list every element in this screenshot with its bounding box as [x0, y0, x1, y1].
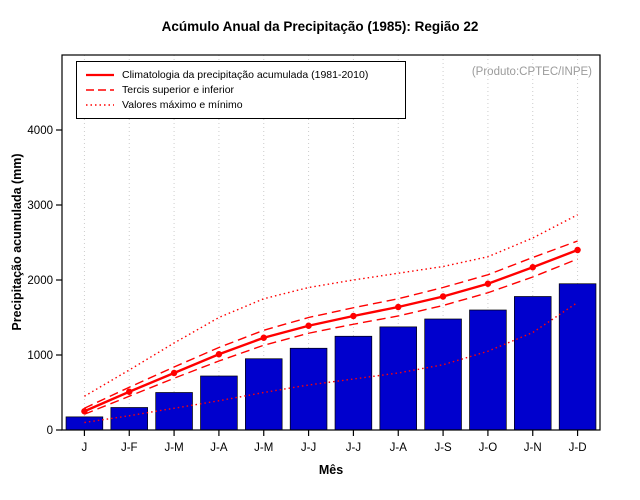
- legend-label-max-min: Valores máximo e mínimo: [122, 98, 243, 111]
- svg-text:1000: 1000: [27, 350, 53, 362]
- svg-text:J-J: J-J: [346, 442, 361, 454]
- legend-label-climatology: Climatologia da precipitação acumulada (…: [122, 68, 369, 81]
- chart-title: Acúmulo Anual da Precipitação (1985): Re…: [161, 19, 479, 34]
- legend-item-terciles: Tercis superior e inferior: [85, 82, 397, 97]
- svg-text:J-O: J-O: [479, 442, 498, 454]
- svg-text:4000: 4000: [27, 125, 53, 137]
- product-source-label: (Produto:CPTEC/INPE): [471, 66, 592, 78]
- svg-text:J: J: [82, 442, 88, 454]
- svg-text:J-M: J-M: [254, 442, 273, 454]
- svg-text:0: 0: [47, 425, 53, 437]
- legend-item-max-min: Valores máximo e mínimo: [85, 97, 397, 112]
- dotted-line-icon: [86, 103, 114, 106]
- y-axis-label: Precipitação acumulada (mm): [10, 153, 24, 331]
- svg-text:J-D: J-D: [569, 442, 587, 454]
- svg-text:2000: 2000: [27, 275, 53, 287]
- legend-label-terciles: Tercis superior e inferior: [122, 83, 235, 96]
- x-axis-label: Mês: [318, 463, 344, 477]
- legend-item-climatology: Climatologia da precipitação acumulada (…: [85, 67, 397, 82]
- dashed-line-icon: [86, 88, 114, 91]
- legend: Climatologia da precipitação acumulada (…: [76, 61, 406, 119]
- svg-text:J-A: J-A: [210, 442, 228, 454]
- svg-text:J-A: J-A: [390, 442, 408, 454]
- svg-text:J-F: J-F: [121, 442, 138, 454]
- svg-text:J-S: J-S: [434, 442, 452, 454]
- solid-line-icon: [86, 73, 114, 76]
- svg-text:J-N: J-N: [524, 442, 542, 454]
- svg-text:3000: 3000: [27, 200, 53, 212]
- svg-text:J-M: J-M: [164, 442, 183, 454]
- svg-text:J-J: J-J: [301, 442, 316, 454]
